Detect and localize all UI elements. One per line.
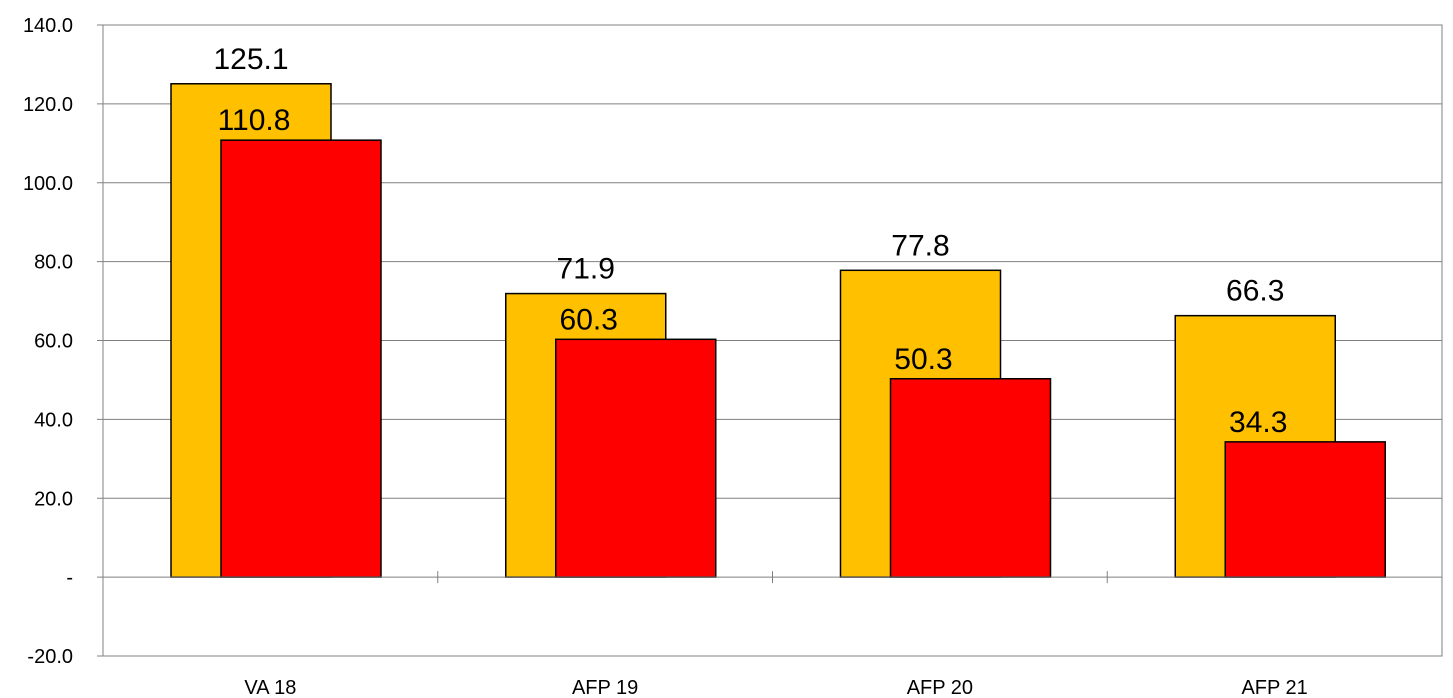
data-label-series-2: 60.3 (560, 303, 618, 336)
y-tick-label: - (66, 567, 73, 589)
data-label-series-2: 110.8 (218, 104, 291, 137)
x-tick-label: AFP 20 (907, 677, 973, 698)
y-tick-label: 80.0 (34, 252, 73, 274)
y-tick-label: 140.0 (23, 15, 73, 37)
bar-series-2 (220, 139, 382, 578)
y-tick-label: 20.0 (34, 488, 73, 510)
x-tick-label: AFP 19 (572, 677, 638, 698)
y-tick-label: 100.0 (23, 173, 73, 195)
x-tick-label: AFP 21 (1241, 677, 1307, 698)
bar-series-2 (889, 378, 1052, 578)
data-label-series-1: 125.1 (213, 43, 288, 76)
x-axis (103, 571, 1442, 584)
data-label-series-1: 71.9 (557, 253, 615, 286)
y-tick-label: 40.0 (34, 409, 73, 431)
bar-series-2 (555, 338, 717, 578)
data-label-series-1: 77.8 (891, 229, 949, 262)
bar-series-2 (1224, 441, 1386, 578)
x-axis-labels: VA 18 AFP 19 AFP 20 AFP 21 (244, 677, 1307, 698)
data-label-series-2: 34.3 (1229, 406, 1287, 439)
y-tick-label: -20.0 (27, 646, 73, 668)
bars (170, 83, 1386, 578)
y-tick-label: 120.0 (23, 94, 73, 116)
data-label-series-1: 66.3 (1226, 275, 1284, 308)
data-label-series-2: 50.3 (894, 343, 952, 376)
y-tick-label: 60.0 (34, 331, 73, 353)
data-labels: 125.1 110.8 71.9 60.3 77.8 50.3 66.3 34.3 (213, 43, 1287, 439)
x-tick-label: VA 18 (244, 677, 296, 698)
